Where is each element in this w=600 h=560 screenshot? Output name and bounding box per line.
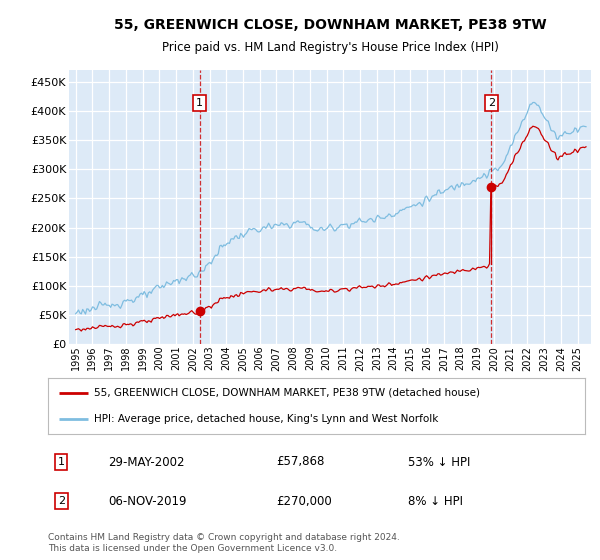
Text: £57,868: £57,868	[276, 455, 325, 469]
Text: 1: 1	[58, 457, 65, 467]
Text: Price paid vs. HM Land Registry's House Price Index (HPI): Price paid vs. HM Land Registry's House …	[161, 41, 499, 54]
Text: £270,000: £270,000	[276, 494, 332, 508]
Text: 29-MAY-2002: 29-MAY-2002	[108, 455, 185, 469]
Text: HPI: Average price, detached house, King's Lynn and West Norfolk: HPI: Average price, detached house, King…	[94, 414, 438, 424]
Text: 8% ↓ HPI: 8% ↓ HPI	[408, 494, 463, 508]
Text: 55, GREENWICH CLOSE, DOWNHAM MARKET, PE38 9TW (detached house): 55, GREENWICH CLOSE, DOWNHAM MARKET, PE3…	[94, 388, 479, 398]
Text: 1: 1	[196, 98, 203, 108]
Text: 2: 2	[488, 98, 495, 108]
Text: 06-NOV-2019: 06-NOV-2019	[108, 494, 187, 508]
Text: Contains HM Land Registry data © Crown copyright and database right 2024.
This d: Contains HM Land Registry data © Crown c…	[48, 533, 400, 553]
Text: 53% ↓ HPI: 53% ↓ HPI	[408, 455, 470, 469]
Text: 2: 2	[58, 496, 65, 506]
Text: 55, GREENWICH CLOSE, DOWNHAM MARKET, PE38 9TW: 55, GREENWICH CLOSE, DOWNHAM MARKET, PE3…	[113, 18, 547, 32]
